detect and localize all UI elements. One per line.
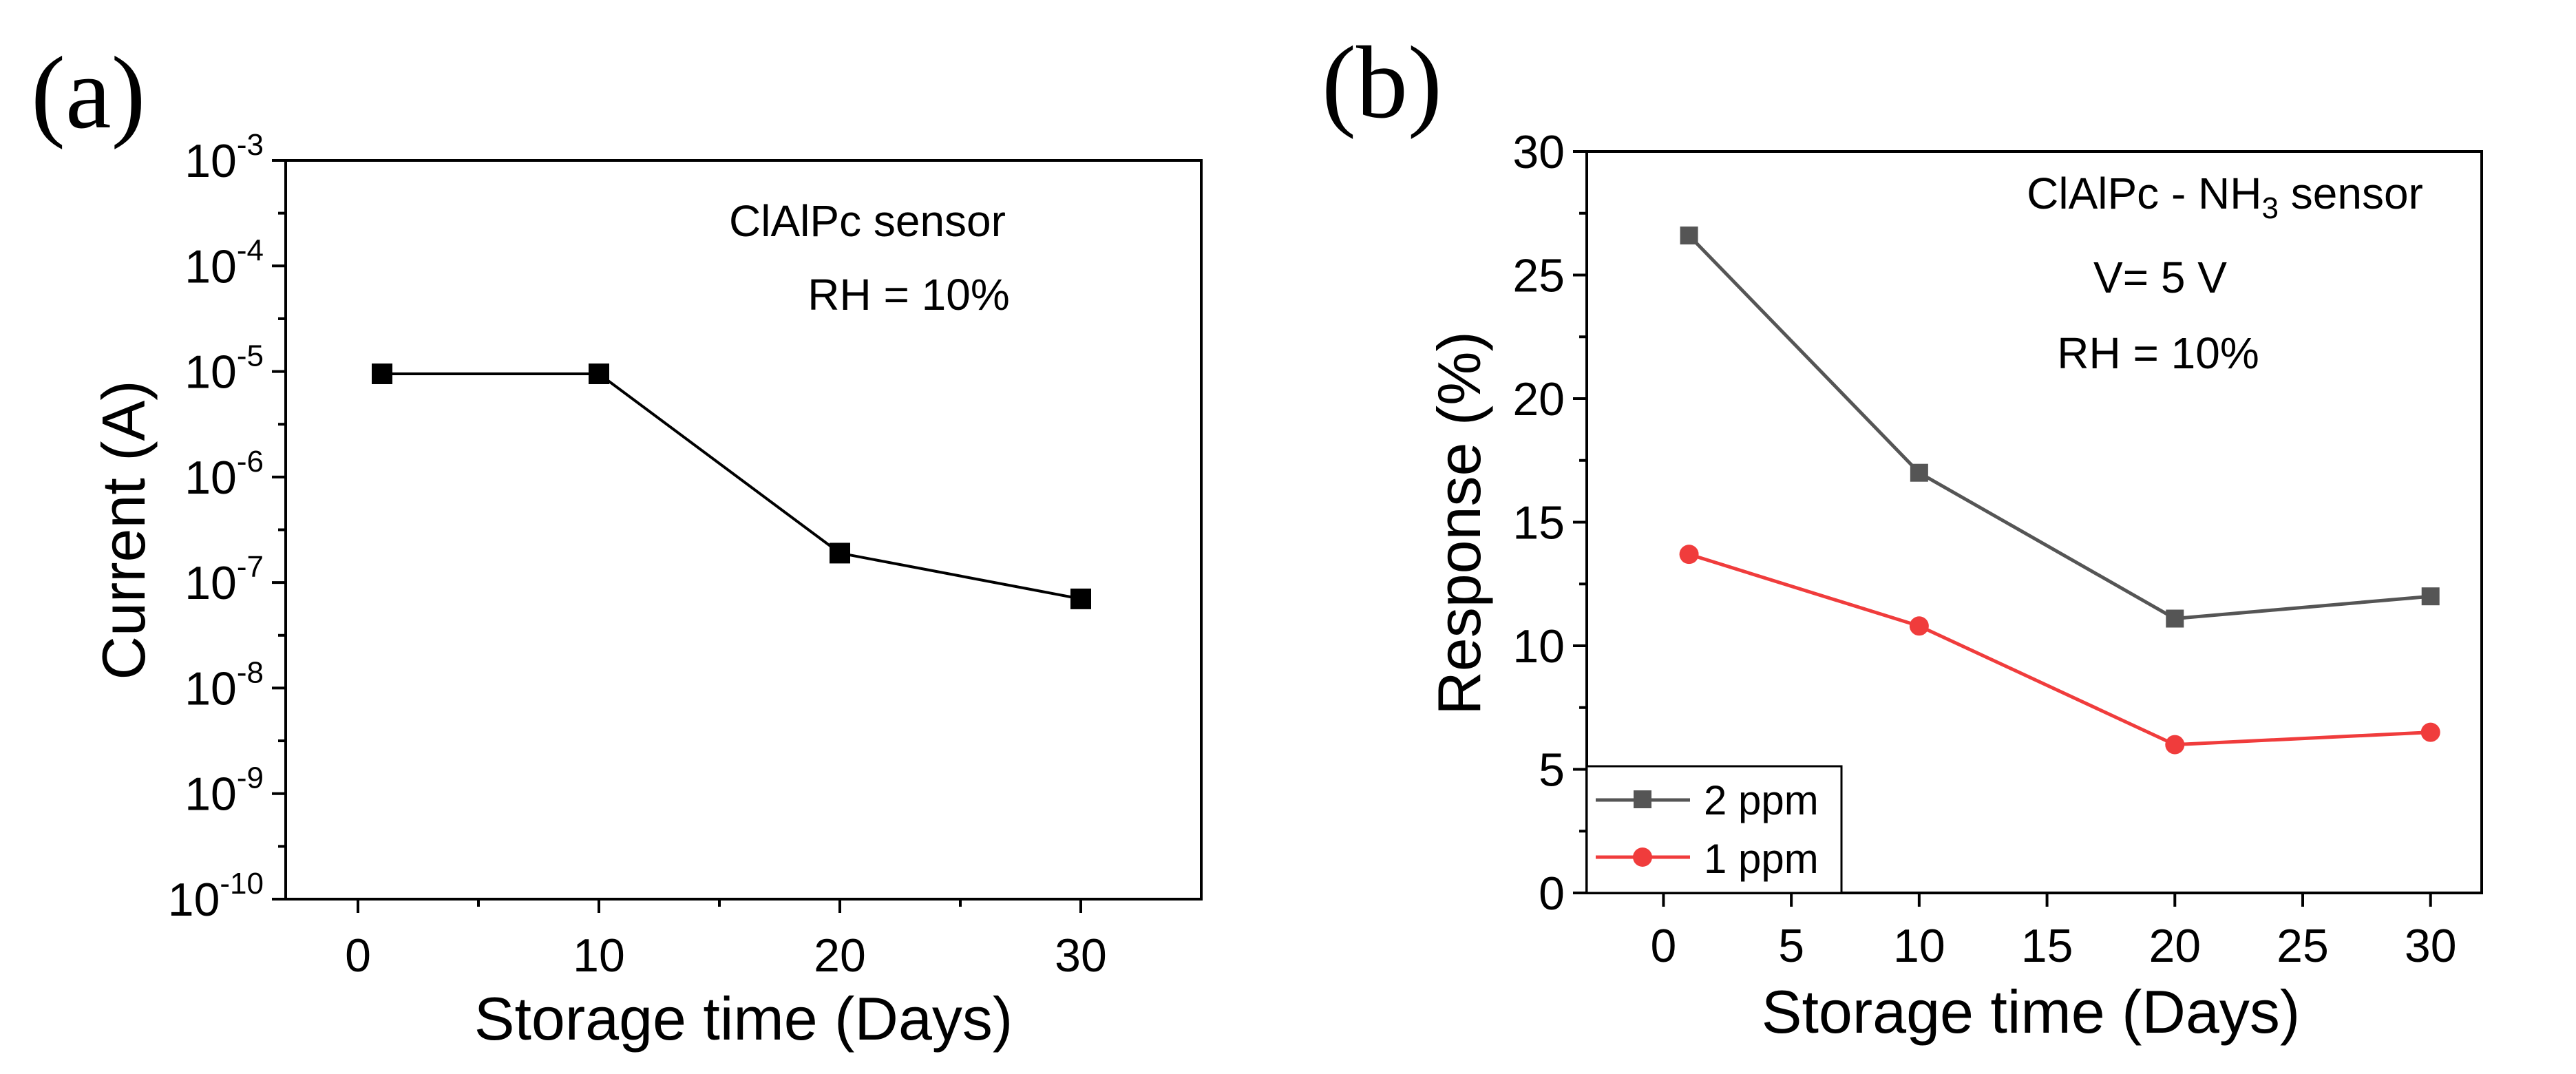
plot-a-point bbox=[1070, 588, 1091, 609]
plot-a-frame bbox=[284, 159, 1203, 901]
plot-b-xtick-label: 25 bbox=[2277, 920, 2329, 972]
plot-a-point bbox=[830, 543, 850, 564]
legend-label-2ppm: 2 ppm bbox=[1704, 777, 1819, 823]
plot-b-ytick-labels: 0 5 10 15 20 25 30 bbox=[1512, 126, 1565, 920]
plot-b-ytick-label: 5 bbox=[1539, 744, 1565, 797]
plot-b-ytick-label: 20 bbox=[1512, 373, 1565, 425]
plot-b-line-2ppm bbox=[1687, 234, 2431, 621]
plot-a-ytick-label: 10-3 bbox=[184, 128, 264, 187]
plot-b-xtick-label: 30 bbox=[2405, 920, 2457, 972]
plot-b-point bbox=[1680, 227, 1698, 245]
plot-b-ticks bbox=[1573, 150, 2432, 907]
plot-a-xaxis-title: Storage time (Days) bbox=[474, 984, 1013, 1053]
legend-marker-2ppm bbox=[1634, 790, 1651, 808]
plot-b-point bbox=[2166, 609, 2184, 628]
plot-b-ytick-label: 15 bbox=[1512, 497, 1565, 549]
plot-b-series bbox=[1679, 227, 2440, 755]
plot-b-ytick-label: 0 bbox=[1539, 867, 1565, 920]
plot-b-point bbox=[2165, 735, 2185, 755]
plot-b-xtick-label: 10 bbox=[1893, 920, 1945, 972]
plot-a-ytick-labels: 10-10 10-9 10-8 10-7 10-6 10-5 10-4 10-3 bbox=[168, 128, 264, 926]
panel-b: (b) 0 5 10 15 20 25 30 0 5 10 15 20 25 3… bbox=[1322, 25, 2483, 1046]
plot-a-point bbox=[372, 363, 392, 384]
legend-box bbox=[1585, 765, 1843, 894]
plot-b-xtick-label: 15 bbox=[2021, 920, 2073, 972]
panel-a: (a) 0 10 20 30 10-10 10-9 10-8 10-7 10-6… bbox=[31, 36, 1203, 1053]
plot-a-ytick-label: 10-7 bbox=[184, 550, 264, 609]
plot-b-point bbox=[2421, 587, 2440, 606]
plot-b-point bbox=[1909, 616, 1929, 636]
plot-b-yaxis-title: Response (%) bbox=[1425, 331, 1493, 715]
plot-a-xtick-label: 0 bbox=[345, 929, 371, 982]
plot-b-xaxis-title: Storage time (Days) bbox=[1762, 978, 2300, 1046]
plot-b-ytick-label: 30 bbox=[1512, 126, 1565, 178]
plot-b-point bbox=[2420, 722, 2440, 742]
plot-b-annotation-voltage: V= 5 V bbox=[2093, 253, 2227, 302]
plot-a-annotation-humidity: RH = 10% bbox=[807, 270, 1009, 319]
plot-b-legend: 2 ppm 1 ppm bbox=[1585, 765, 1843, 894]
plot-b-annotation-humidity: RH = 10% bbox=[2057, 328, 2259, 378]
plot-a-ytick-label: 10-6 bbox=[184, 445, 264, 504]
plot-b-xtick-labels: 0 5 10 15 20 25 30 bbox=[1651, 920, 2457, 972]
panel-a-label: (a) bbox=[31, 36, 145, 150]
plot-a-series bbox=[372, 363, 1091, 609]
plot-b-ytick-label: 10 bbox=[1512, 620, 1565, 673]
panel-b-label: (b) bbox=[1322, 25, 1442, 140]
plot-a-xtick-label: 20 bbox=[814, 929, 866, 982]
legend-label-1ppm: 1 ppm bbox=[1704, 836, 1819, 882]
plot-a-xtick-label: 10 bbox=[573, 929, 625, 982]
plot-b-point bbox=[1679, 545, 1699, 565]
plot-a-ytick-label: 10-9 bbox=[184, 761, 264, 821]
plot-b-xtick-label: 0 bbox=[1651, 920, 1677, 972]
plot-b-point bbox=[1910, 463, 1928, 482]
plot-b-annotation-title: ClAlPc - NH3 sensor bbox=[2027, 169, 2423, 225]
plot-b-ytick-label: 25 bbox=[1512, 250, 1565, 302]
plot-a-point bbox=[589, 363, 609, 384]
plot-a-yaxis-title: Current (A) bbox=[89, 380, 158, 680]
plot-a-xtick-label: 30 bbox=[1055, 929, 1107, 982]
plot-b-line-1ppm bbox=[1688, 552, 2431, 747]
plot-a-ytick-label: 10-5 bbox=[184, 339, 264, 399]
plot-a-ytick-label: 10-4 bbox=[184, 233, 264, 293]
plot-a-annotation-sensor: ClAlPc sensor bbox=[729, 196, 1006, 246]
legend-marker-1ppm bbox=[1633, 847, 1652, 867]
plot-a-line bbox=[382, 372, 1081, 600]
plot-a-ytick-label: 10-8 bbox=[184, 655, 264, 715]
plot-b-xtick-label: 20 bbox=[2149, 920, 2201, 972]
plot-a-ytick-label: 10-10 bbox=[168, 867, 264, 926]
plot-b-xtick-label: 5 bbox=[1778, 920, 1804, 972]
plot-a-xtick-labels: 0 10 20 30 bbox=[345, 929, 1107, 982]
plot-a-ticks bbox=[272, 159, 1082, 913]
